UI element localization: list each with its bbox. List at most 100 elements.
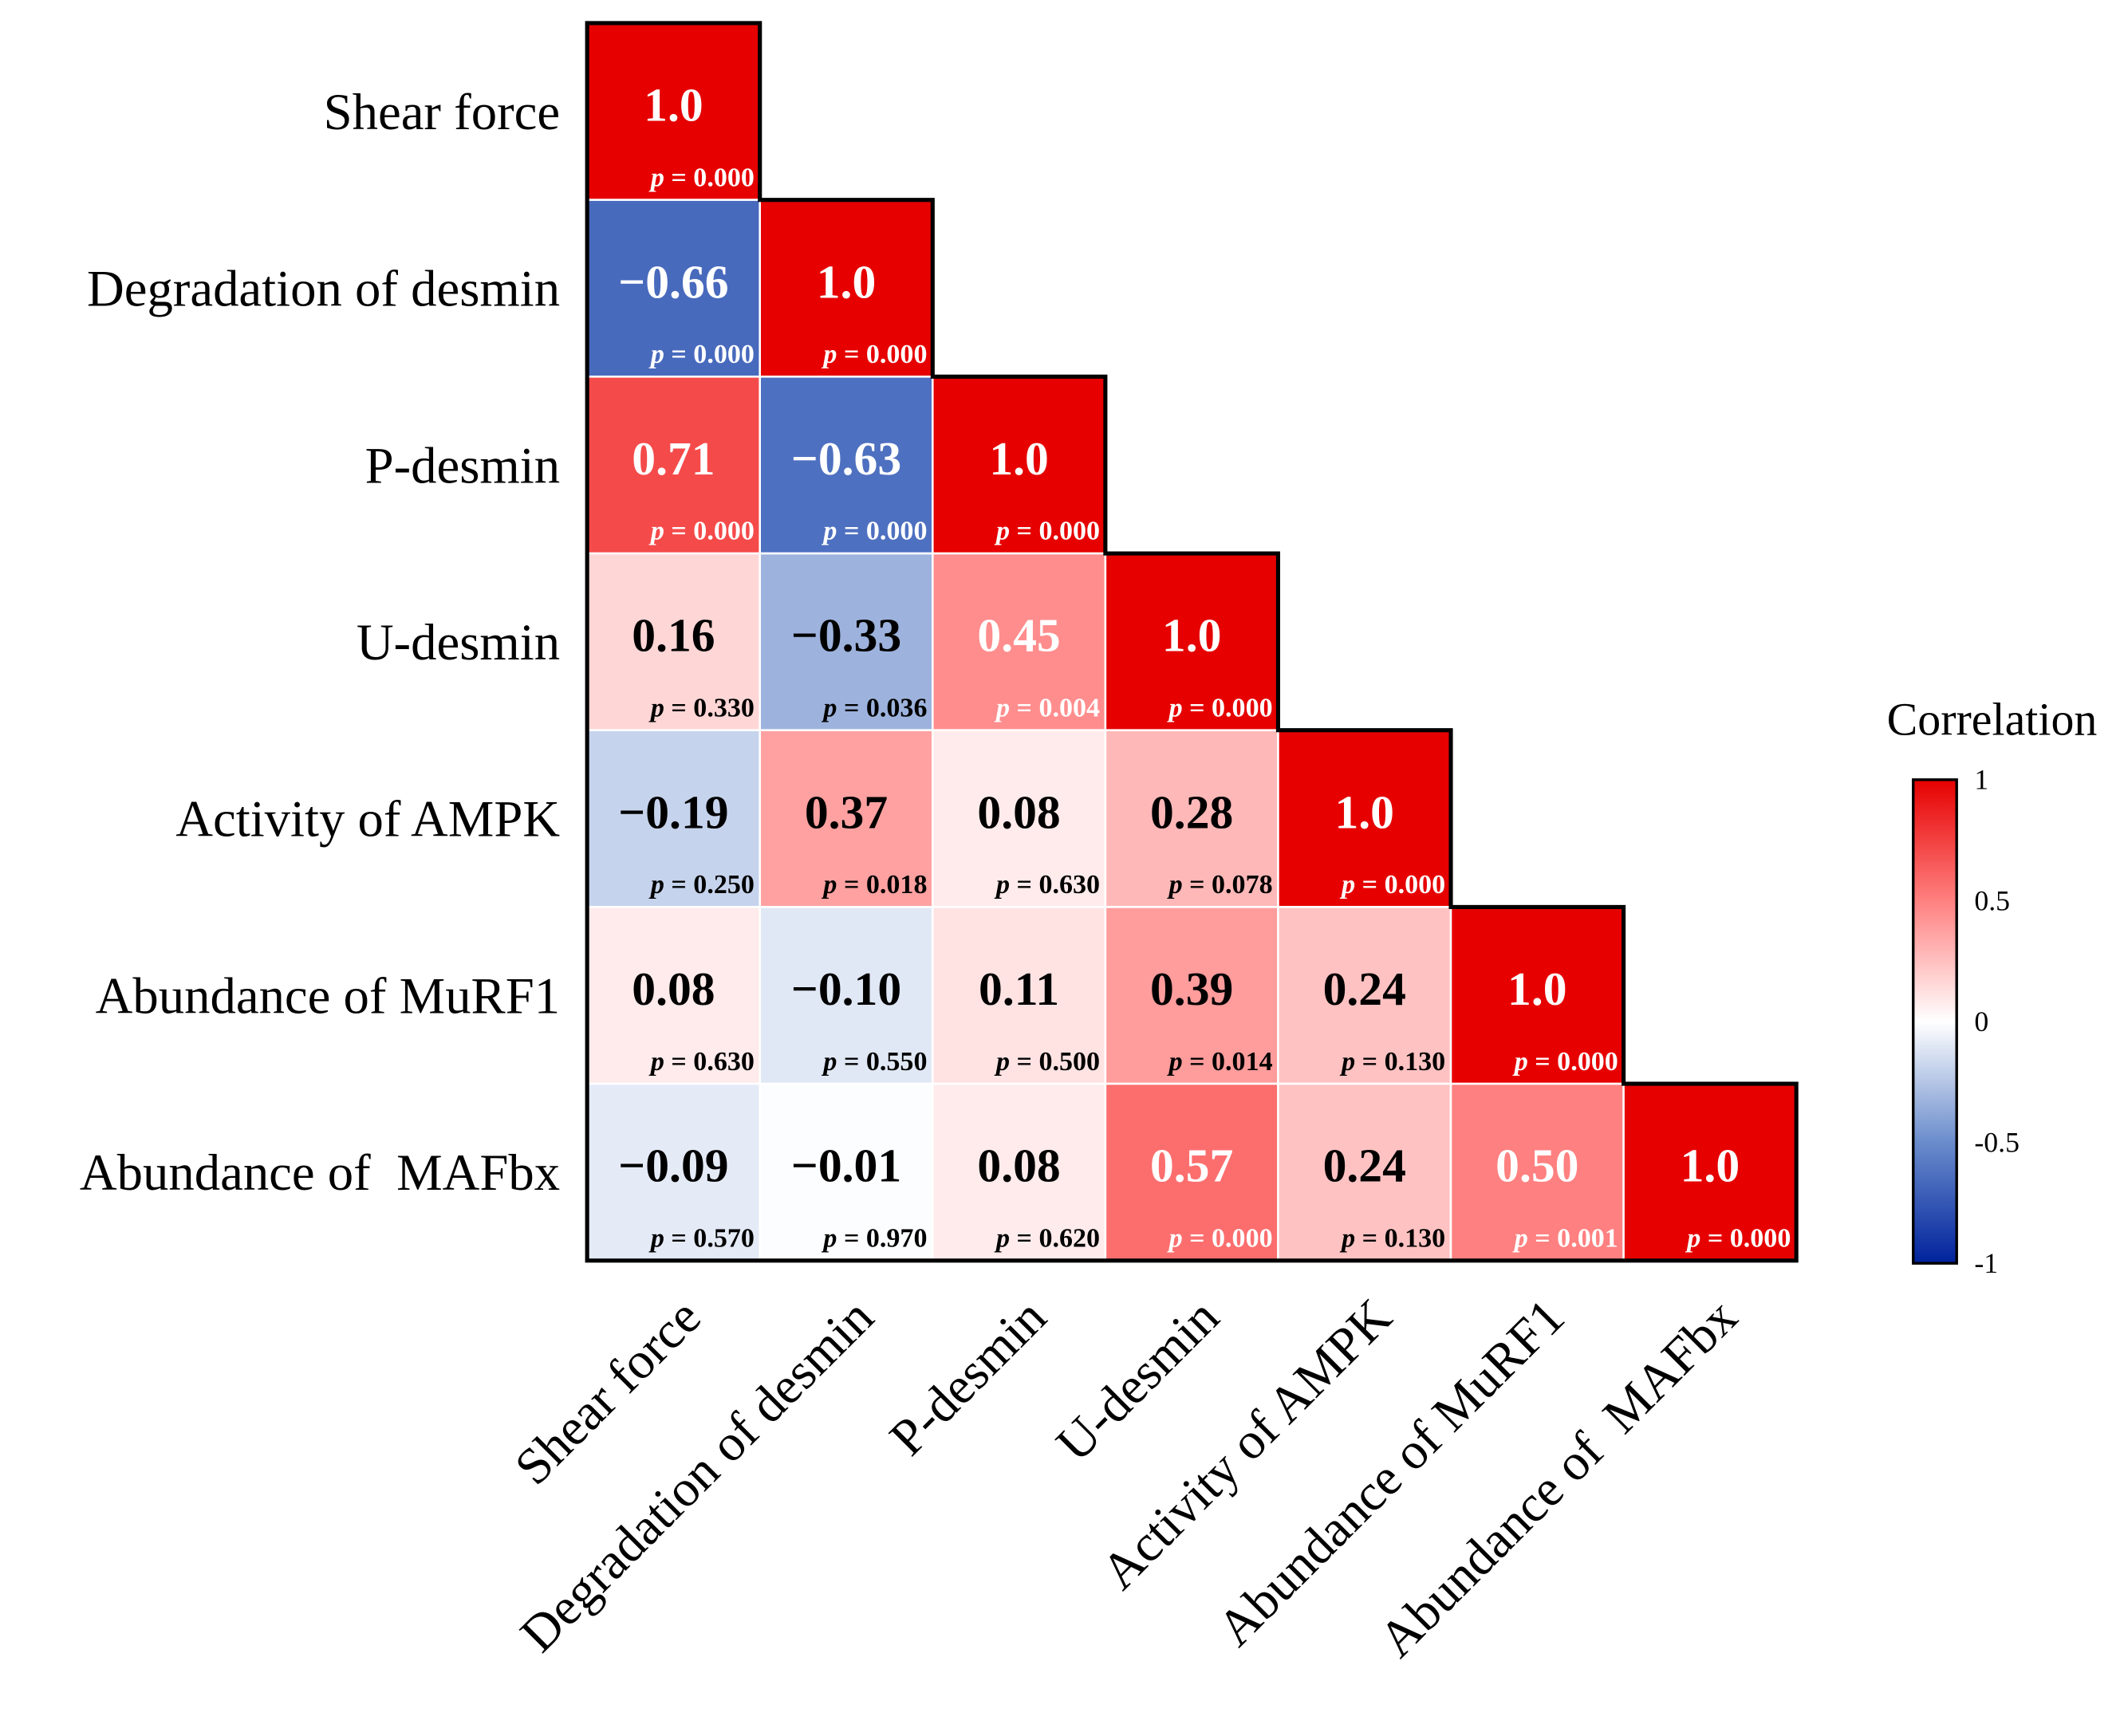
- cell-p-value-label: p = 0.000: [648, 517, 755, 546]
- cell-p-value-label: p = 0.000: [648, 340, 755, 369]
- cell-value-label: −0.01: [791, 1140, 901, 1192]
- cell-p-value-label: p = 0.014: [1167, 1047, 1273, 1077]
- row-label: Activity of AMPK: [175, 791, 560, 848]
- column-label: U-desmin: [1046, 1288, 1230, 1472]
- cell-value-label: 0.24: [1323, 1140, 1406, 1192]
- cell-p-value-label: p = 0.620: [994, 1223, 1100, 1253]
- heatmap-cell: [1449, 906, 1625, 1085]
- legend-tick-label: 0: [1974, 1006, 1988, 1037]
- row-labels: Shear force Degradation of desmin P-desmin…: [80, 84, 560, 1202]
- cell-value-label: −0.09: [618, 1140, 728, 1192]
- heatmap-cell: [1104, 552, 1279, 731]
- cell-p-value-label: p = 0.250: [648, 870, 755, 899]
- cell-p-value-label: p = 0.000: [1167, 1223, 1273, 1253]
- cell-p-value-label: p = 0.000: [1512, 1047, 1618, 1077]
- column-label: P-desmin: [879, 1288, 1058, 1466]
- cell-p-value-label: p = 0.004: [994, 693, 1100, 722]
- cell-value-label: 0.11: [979, 962, 1059, 1015]
- triangle-outline: [585, 21, 1799, 1263]
- cell-value-label: 0.45: [977, 609, 1060, 662]
- cell-value-label: 1.0: [1162, 609, 1222, 662]
- cell-value-label: 0.71: [632, 432, 715, 485]
- heatmap-cell: [585, 22, 762, 201]
- heatmap-cell: [759, 552, 934, 731]
- heatmap-cell: [585, 1082, 762, 1262]
- heatmap-cell: [759, 906, 934, 1085]
- heatmap-cell: [759, 729, 934, 908]
- cell-value-label: −0.66: [618, 255, 728, 308]
- heatmap-cell: [759, 376, 934, 555]
- cell-value-label: 0.50: [1495, 1140, 1578, 1192]
- cell-value-label: 1.0: [1507, 962, 1567, 1015]
- colorbar: [1912, 778, 1958, 1265]
- cell-value-label: 1.0: [644, 79, 703, 132]
- cell-value-label: 1.0: [1681, 1140, 1740, 1192]
- cell-value-label: −0.63: [791, 432, 901, 485]
- row-label: Abundance of MuRF1: [96, 967, 560, 1025]
- cell-p-value-label: p = 0.000: [648, 163, 755, 192]
- cell-value-label: −0.33: [791, 609, 901, 662]
- heatmap-cell: [1277, 906, 1452, 1085]
- cell-value-label: 0.08: [632, 962, 715, 1015]
- row-label: P-desmin: [365, 437, 561, 494]
- row-label: Shear force: [324, 84, 560, 141]
- cell-value-label: 0.39: [1150, 962, 1233, 1015]
- heatmap-cell: [932, 729, 1107, 908]
- cell-p-value-label: p = 0.001: [1512, 1223, 1618, 1253]
- cell-value-label: 1.0: [989, 432, 1049, 485]
- cell-p-value-label: p = 0.130: [1339, 1047, 1445, 1077]
- heatmap-cell: [585, 199, 762, 378]
- cell-p-value-label: p = 0.630: [994, 870, 1100, 899]
- column-label: Activity of AMPK: [1090, 1288, 1403, 1600]
- heatmap-cell: [1104, 906, 1279, 1085]
- cell-value-label: 1.0: [1334, 785, 1394, 838]
- cell-p-value-label: p = 0.970: [821, 1223, 927, 1253]
- legend-tick-label: -1: [1974, 1247, 1998, 1279]
- cell-p-value-label: p = 0.630: [648, 1047, 755, 1077]
- cell-p-value-label: p = 0.500: [994, 1047, 1100, 1077]
- cell-value-label: 0.08: [977, 1140, 1060, 1192]
- heatmap-cell: [932, 906, 1107, 1085]
- legend-tick-label: 1: [1974, 764, 1988, 796]
- cell-value-label: 0.57: [1150, 1140, 1233, 1192]
- cell-value-label: 0.24: [1323, 962, 1406, 1015]
- heatmap-cell: [1622, 1082, 1798, 1262]
- heatmap-cells: 1.0 p = 0.000 −0.66 p = 0.000 1.0 p = 0.000 0.…: [585, 22, 1798, 1262]
- cell-p-value-label: p = 0.000: [1339, 870, 1445, 899]
- heatmap-cell: [585, 376, 762, 555]
- heatmap-cell: [1104, 729, 1279, 908]
- row-label: Abundance of MAFbx: [80, 1144, 560, 1202]
- heatmap-cell: [759, 1082, 934, 1262]
- cell-p-value-label: p = 0.000: [821, 517, 927, 546]
- cell-p-value-label: p = 0.000: [1685, 1223, 1791, 1253]
- color-legend: Correlation 1 0.5 0 -0.5 -1: [1887, 694, 2098, 1280]
- heatmap-cell: [932, 376, 1107, 555]
- cell-p-value-label: p = 0.000: [821, 340, 927, 369]
- cell-value-label: −0.10: [791, 962, 901, 1015]
- cell-value-label: −0.19: [618, 785, 728, 838]
- cell-value-label: 0.08: [977, 785, 1060, 838]
- legend-title: Correlation: [1887, 694, 2098, 746]
- heatmap-cell: [1449, 1082, 1625, 1262]
- cell-p-value-label: p = 0.078: [1167, 870, 1273, 899]
- cell-p-value-label: p = 0.130: [1339, 1223, 1445, 1253]
- cell-p-value-label: p = 0.018: [821, 870, 927, 899]
- cell-p-value-label: p = 0.000: [1167, 693, 1273, 722]
- heatmap-cell: [1104, 1082, 1279, 1262]
- row-label: U-desmin: [357, 614, 560, 671]
- legend-tick-label: 0.5: [1974, 884, 2010, 916]
- cell-p-value-label: p = 0.330: [648, 693, 755, 722]
- cell-p-value-label: p = 0.000: [994, 517, 1100, 546]
- legend-tick-label: -0.5: [1974, 1127, 2020, 1159]
- row-label: Degradation of desmin: [87, 261, 560, 318]
- cell-value-label: 1.0: [817, 255, 877, 308]
- column-label: Abundance of MuRF1: [1207, 1288, 1576, 1657]
- column-label: Degradation of desmin: [510, 1288, 885, 1663]
- cell-p-value-label: p = 0.550: [821, 1047, 927, 1077]
- cell-value-label: 0.37: [805, 785, 888, 838]
- cell-value-label: 0.16: [632, 609, 715, 662]
- cell-p-value-label: p = 0.570: [648, 1223, 755, 1253]
- cell-value-label: 0.28: [1150, 785, 1233, 838]
